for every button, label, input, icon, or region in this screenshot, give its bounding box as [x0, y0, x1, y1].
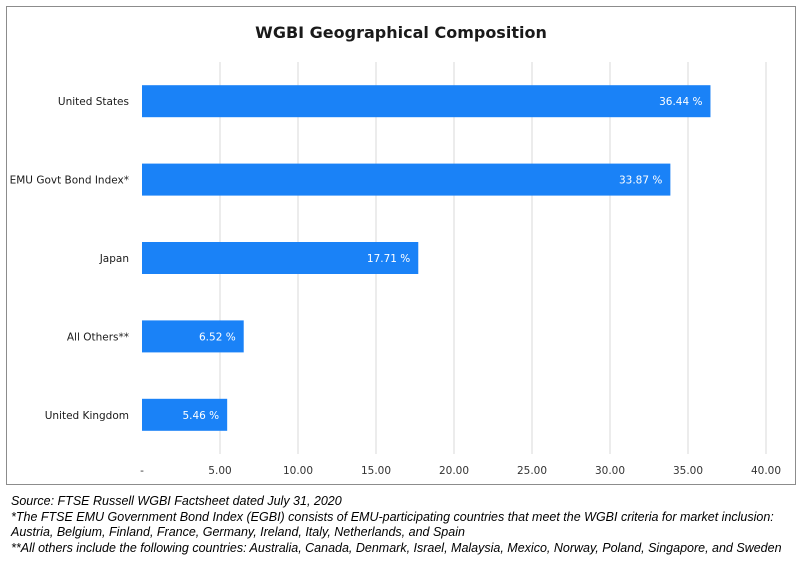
x-tick-label: 15.00 [361, 465, 391, 477]
x-tick-label: 5.00 [208, 465, 231, 477]
data-label: 5.46 % [182, 410, 219, 422]
x-tick-label: 20.00 [439, 465, 469, 477]
bar [142, 398, 228, 431]
source-note: Source: FTSE Russell WGBI Factsheet date… [11, 494, 342, 508]
data-label: 36.44 % [659, 96, 702, 108]
data-label: 33.87 % [619, 175, 662, 187]
category-label: United States [58, 96, 129, 108]
chart-frame: WGBI Geographical Composition - 5.00 10.00… [6, 6, 796, 485]
footnote-emu: *The FTSE EMU Government Bond Index (EGB… [11, 509, 774, 540]
x-tick-label: 30.00 [595, 465, 625, 477]
bar [142, 85, 711, 118]
data-label: 6.52 % [199, 331, 236, 343]
category-label: Japan [99, 253, 129, 265]
chart-title: WGBI Geographical Composition [255, 23, 547, 42]
category-label: EMU Govt Bond Index* [10, 175, 129, 187]
x-tick-label: - [140, 465, 144, 477]
bar [142, 242, 419, 274]
footnote-all-others: **All others include the following count… [11, 540, 782, 555]
category-label: All Others** [67, 331, 129, 343]
x-tick-label: 40.00 [751, 465, 781, 477]
data-label: 17.71 % [367, 253, 410, 265]
category-label: United Kingdom [45, 410, 129, 422]
x-tick-label: 10.00 [283, 465, 313, 477]
bar [142, 320, 244, 353]
chart-notes: Source: FTSE Russell WGBI Factsheet date… [11, 494, 796, 556]
x-tick-label: 35.00 [673, 465, 703, 477]
bar [142, 163, 671, 196]
x-tick-label: 25.00 [517, 465, 547, 477]
bar-chart-plot: - 5.00 10.00 15.00 20.00 25.00 30.00 35.00 40.00… [10, 62, 781, 477]
